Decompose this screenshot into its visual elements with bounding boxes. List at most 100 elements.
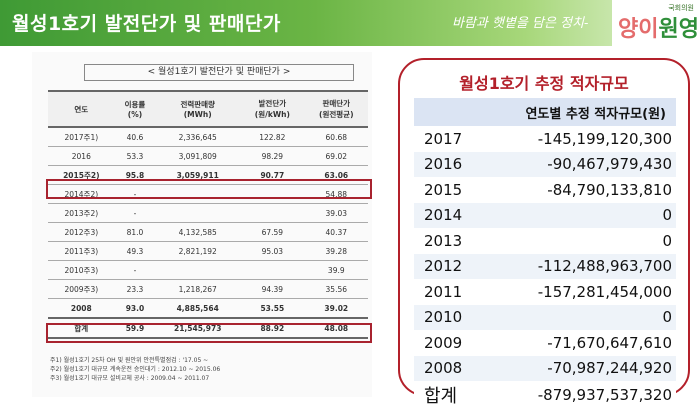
deficit-row: 2016 -90,467,979,430	[414, 151, 676, 177]
document-row: 2010주3) - 39.9	[48, 260, 368, 280]
document-cell: 53.3	[114, 146, 156, 166]
document-row: 2012주3) 81.0 4,132,585 67.59 40.37	[48, 222, 368, 242]
document-column-header: 전력판매량 (MWh)	[155, 90, 241, 128]
document-cell: 59.9	[114, 317, 156, 339]
deficit-year: 2015	[414, 177, 499, 203]
deficit-row: 2008 -70,987,244,920	[414, 355, 676, 381]
panel-title: 월성1호기 추정 적자규모	[459, 74, 629, 93]
document-cell: 35.56	[304, 279, 368, 299]
document-title: < 월성1호기 발전단가 및 판매단가 >	[84, 64, 354, 81]
deficit-value: -90,467,979,430	[499, 151, 676, 177]
logo: 국회의원 양이원영	[612, 0, 700, 46]
document-cell: -	[114, 260, 156, 280]
deficit-table: 연도별 추정 적자규모(원) 2017 -145,199,120,300 2016-…	[414, 98, 676, 409]
logo-name: 양이원영	[618, 17, 699, 42]
deficit-row: 2017 -145,199,120,300	[414, 126, 676, 152]
deficit-year: 2009	[414, 330, 499, 356]
document-cell: 81.0	[114, 222, 156, 242]
document-column-header: 연도	[48, 90, 115, 128]
deficit-row: 2013 0	[414, 228, 676, 254]
document-table: 연도 이용률 (%) 전력판매량 (MWh) 발전단가 (원/kWh) 판매단가 (원전…	[48, 90, 368, 339]
highlight-2008	[46, 323, 372, 343]
page-title: 월성1호기 발전단가 및 판매단가	[12, 13, 281, 35]
document-cell: 2013주2)	[48, 203, 115, 223]
deficit-value: 0	[499, 304, 676, 330]
document-cell: 3,091,809	[155, 146, 241, 166]
document-cell	[240, 184, 305, 204]
deficit-row: 2011 -157,281,454,000	[414, 279, 676, 305]
document-row: 2014주2) - 54.88	[48, 184, 368, 204]
document-cell: 23.3	[114, 279, 156, 299]
document-row: 합계 59.9 21,545,973 88.92 48.08	[48, 317, 368, 339]
deficit-row: 합계 -879,937,537,320	[414, 381, 676, 409]
document-cell: 40.37	[304, 222, 368, 242]
header-bar: 월성1호기 발전단가 및 판매단가 바람과 햇볕을 담은 정치- 국회의원 양이…	[0, 0, 700, 46]
deficit-value: -71,670,647,610	[499, 330, 676, 356]
document-cell: 94.39	[240, 279, 305, 299]
document-cell: 2,336,645	[155, 127, 241, 147]
deficit-value: -112,488,963,700	[499, 253, 676, 279]
document-note: 주2) 월성1호기 대규모 계속운전 승인대기 : 2012.10 ~ 2015…	[50, 366, 221, 373]
document-cell	[240, 203, 305, 223]
document-row: 2016 53.3 3,091,809 98.29 69.02	[48, 146, 368, 166]
document-cell: 95.03	[240, 241, 305, 261]
document-cell: 49.3	[114, 241, 156, 261]
deficit-row: 2015 -84,790,133,810	[414, 177, 676, 203]
deficit-year: 2014	[414, 202, 499, 228]
document-cell: -	[114, 184, 156, 204]
scanned-document: < 월성1호기 발전단가 및 판매단가 > 연도 이용률 (%) 전력판매량 (MW…	[32, 52, 372, 397]
document-cell: 40.6	[114, 127, 156, 147]
document-cell: 2009주3)	[48, 279, 115, 299]
document-cell: 4,885,564	[155, 298, 241, 319]
deficit-row: 2012 -112,488,963,700	[414, 253, 676, 279]
document-cell: 21,545,973	[155, 317, 241, 339]
document-cell: 39.03	[304, 203, 368, 223]
document-cell: 39.28	[304, 241, 368, 261]
deficit-value: -157,281,454,000	[499, 279, 676, 305]
document-cell: 39.02	[304, 298, 368, 319]
deficit-year: 2013	[414, 228, 499, 254]
document-cell: 2014주2)	[48, 184, 115, 204]
document-cell: 2008	[48, 298, 115, 319]
document-column-header: 판매단가 (원전평균)	[304, 90, 368, 128]
deficit-year: 2012	[414, 253, 499, 279]
deficit-row: 2014 0	[414, 202, 676, 228]
document-notes: 주1) 월성1호기 25차 OH 및 원안위 안전특별점검 : '17.05 ~…	[50, 356, 370, 383]
document-cell: 39.9	[304, 260, 368, 280]
document-cell	[155, 203, 241, 223]
document-cell: 2016	[48, 146, 115, 166]
document-cell	[155, 260, 241, 280]
logo-subtitle: 국회의원	[668, 4, 694, 12]
document-cell: 54.88	[304, 184, 368, 204]
document-cell: 2012주3)	[48, 222, 115, 242]
deficit-value: 0	[499, 202, 676, 228]
document-cell: 4,132,585	[155, 222, 241, 242]
document-cell	[155, 184, 241, 204]
document-row: 2011주3) 49.3 2,821,192 95.03 39.28	[48, 241, 368, 261]
document-cell: 98.29	[240, 146, 305, 166]
highlight-2015	[46, 179, 372, 199]
document-cell: 1,218,267	[155, 279, 241, 299]
deficit-row: 2010 0	[414, 304, 676, 330]
document-cell: 합계	[48, 317, 115, 339]
document-note: 주3) 월성1호기 대규모 설비교체 공사 : 2009.04 ~ 2011.0…	[50, 375, 210, 382]
deficit-year: 2016	[414, 151, 499, 177]
deficit-table-header: 연도별 추정 적자규모(원)	[414, 98, 676, 126]
deficit-year: 2010	[414, 304, 499, 330]
deficit-row: 2009 -71,670,647,610	[414, 330, 676, 356]
document-cell: 2,821,192	[155, 241, 241, 261]
document-row: 2009주3) 23.3 1,218,267 94.39 35.56	[48, 279, 368, 299]
deficit-value: 0	[499, 228, 676, 254]
document-column-header: 이용률 (%)	[114, 90, 156, 128]
document-cell: 67.59	[240, 222, 305, 242]
document-column-header: 발전단가 (원/kWh)	[240, 90, 305, 128]
document-row: 2013주2) - 39.03	[48, 203, 368, 223]
document-cell: 2010주3)	[48, 260, 115, 280]
document-cell: 2017주1)	[48, 127, 115, 147]
deficit-year: 합계	[414, 381, 499, 409]
deficit-year: 2011	[414, 279, 499, 305]
document-row: 2008 93.0 4,885,564 53.55 39.02	[48, 298, 368, 319]
document-row: 2017주1) 40.6 2,336,645 122.82 60.68	[48, 127, 368, 147]
document-cell	[240, 260, 305, 280]
document-cell: 122.82	[240, 127, 305, 147]
